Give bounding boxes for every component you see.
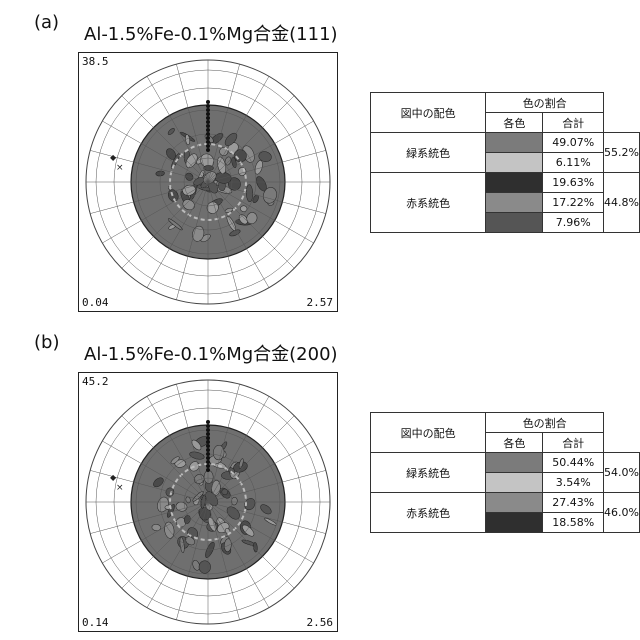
- legend-sub-each: 各色: [486, 433, 543, 453]
- legend-percent: 6.11%: [543, 153, 604, 173]
- pole-figure-graphic: ◆×: [79, 53, 337, 311]
- legend-sub-total: 合計: [543, 433, 604, 453]
- marker-diamond: ◆: [110, 153, 117, 162]
- legend-sub-total: 合計: [543, 113, 604, 133]
- panel-title: Al-1.5%Fe-0.1%Mg合金(200): [84, 340, 338, 366]
- legend-percent: 49.07%: [543, 133, 604, 153]
- pole-figure: ◆× 45.2 0.14 2.56: [78, 372, 338, 632]
- legend-swatch: [486, 453, 543, 473]
- legend-percent: 7.96%: [543, 213, 604, 233]
- pole-figure-graphic: ◆×: [79, 373, 337, 631]
- legend-header-colors: 図中の配色: [371, 93, 486, 133]
- panel-b: (b) Al-1.5%Fe-0.1%Mg合金(200) ◆× 45.2 0.14…: [0, 320, 640, 640]
- pole-figure: ◆× 38.5 0.04 2.57: [78, 52, 338, 312]
- panel-label: (a): [34, 12, 59, 33]
- legend-swatch: [486, 153, 543, 173]
- legend-percent: 27.43%: [543, 493, 604, 513]
- max-value: 38.5: [82, 55, 109, 68]
- grid-lines: [86, 380, 330, 624]
- legend-header-ratio: 色の割合: [486, 413, 604, 433]
- legend-percent: 3.54%: [543, 473, 604, 493]
- max-value: 45.2: [82, 375, 109, 388]
- grid-lines: [86, 60, 330, 304]
- legend-percent: 17.22%: [543, 193, 604, 213]
- legend-swatch: [486, 173, 543, 193]
- panel-title: Al-1.5%Fe-0.1%Mg合金(111): [84, 20, 338, 46]
- legend-group-name: 緑系統色: [371, 453, 486, 493]
- min-value: 0.14: [82, 616, 109, 629]
- marker-diamond: ◆: [110, 473, 117, 482]
- legend-percent: 50.44%: [543, 453, 604, 473]
- legend-group-total: 54.0%: [604, 453, 640, 493]
- legend-swatch: [486, 193, 543, 213]
- legend-swatch: [486, 493, 543, 513]
- legend-swatch: [486, 473, 543, 493]
- legend-swatch: [486, 513, 543, 533]
- legend-percent: 18.58%: [543, 513, 604, 533]
- legend-header-ratio: 色の割合: [486, 93, 604, 113]
- legend-group-total: 46.0%: [604, 493, 640, 533]
- marker-x: ×: [116, 483, 124, 493]
- marker-x: ×: [116, 163, 124, 173]
- legend-header-colors: 図中の配色: [371, 413, 486, 453]
- scale-value: 2.57: [307, 296, 334, 309]
- color-legend-table: 図中の配色 色の割合 各色 合計 緑系統色 50.44% 54.0% 3.54%…: [370, 412, 640, 533]
- scale-value: 2.56: [307, 616, 334, 629]
- panel-label: (b): [34, 332, 59, 353]
- legend-swatch: [486, 213, 543, 233]
- legend-group-name: 赤系統色: [371, 493, 486, 533]
- color-legend-table: 図中の配色 色の割合 各色 合計 緑系統色 49.07% 55.2% 6.11%…: [370, 92, 640, 233]
- legend-group-name: 赤系統色: [371, 173, 486, 233]
- panel-a: (a) Al-1.5%Fe-0.1%Mg合金(111) ◆× 38.5 0.04…: [0, 0, 640, 320]
- legend-group-total: 44.8%: [604, 173, 640, 233]
- legend-group-name: 緑系統色: [371, 133, 486, 173]
- legend-group-total: 55.2%: [604, 133, 640, 173]
- legend-percent: 19.63%: [543, 173, 604, 193]
- legend-swatch: [486, 133, 543, 153]
- min-value: 0.04: [82, 296, 109, 309]
- legend-sub-each: 各色: [486, 113, 543, 133]
